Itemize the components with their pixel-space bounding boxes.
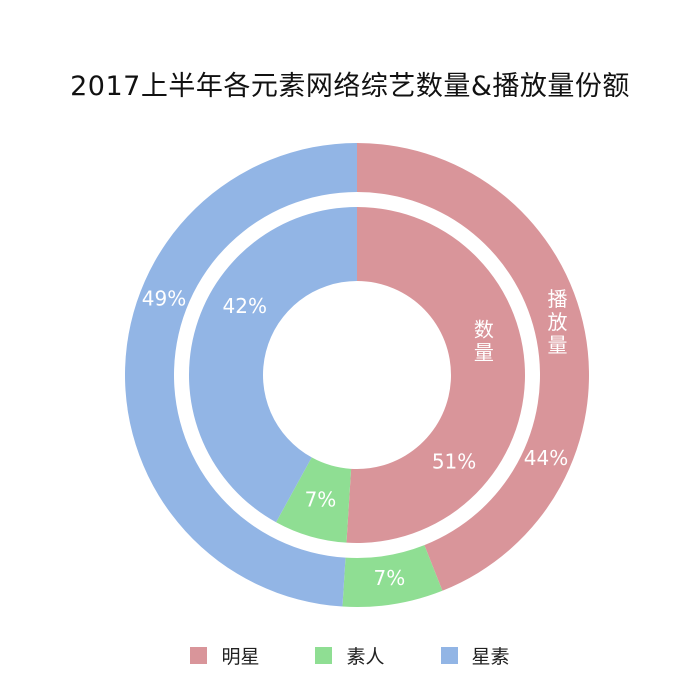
legend-item: 素人	[315, 642, 385, 669]
outer-ring-series-name: 播放量	[547, 287, 567, 357]
legend-label: 素人	[346, 646, 385, 668]
inner-ring-slice-2	[188, 207, 357, 523]
chart-title: 2017上半年各元素网络综艺数量&播放量份额	[70, 71, 630, 102]
inner-ring-label-1: 7%	[305, 487, 337, 511]
inner-ring-slice-1	[276, 457, 352, 543]
legend-swatch	[440, 647, 458, 664]
inner-ring-label-2: 42%	[223, 294, 267, 318]
legend-item: 明星	[190, 642, 259, 669]
outer-ring-label-0: 44%	[524, 446, 568, 470]
legend-swatch	[190, 647, 208, 664]
chart-legend: 明星 素人 星素	[0, 642, 700, 669]
outer-ring-label-1: 7%	[374, 566, 406, 590]
legend-swatch	[315, 647, 333, 664]
inner-ring-series-name: 数量	[474, 317, 494, 364]
inner-ring-slice-0	[346, 207, 525, 543]
outer-ring-slice-0	[357, 143, 590, 591]
legend-label: 明星	[221, 646, 260, 668]
inner-ring-label-0: 51%	[432, 449, 476, 473]
outer-ring-slice-2	[125, 143, 357, 607]
outer-ring-label-2: 49%	[142, 287, 186, 311]
legend-item: 星素	[440, 642, 510, 669]
legend-label: 星素	[471, 646, 510, 668]
outer-ring-slice-1	[342, 545, 443, 607]
